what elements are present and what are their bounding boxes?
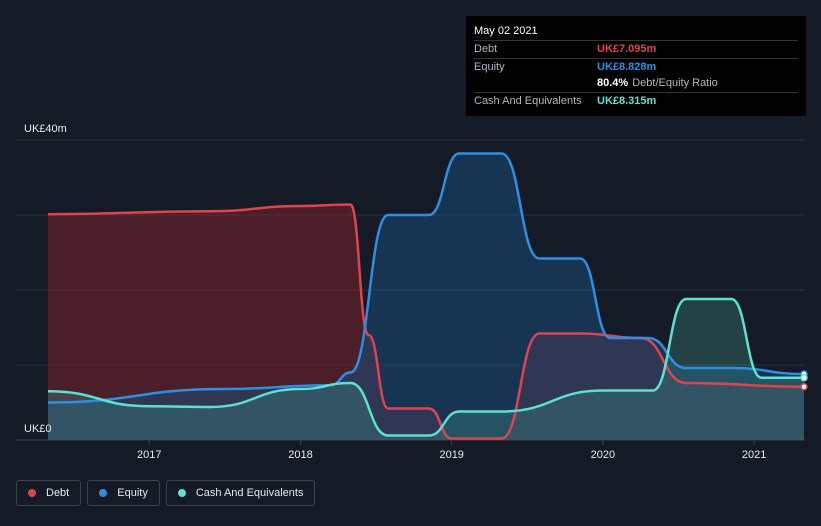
legend-label: Cash And Equivalents: [195, 487, 304, 499]
x-tick-label: 2017: [137, 449, 161, 461]
tooltip-value-equity: UK£8.828m: [597, 60, 657, 73]
ratio-value: 80.4%: [597, 77, 629, 89]
legend-dot-icon: [28, 489, 36, 497]
tooltip-row-ratio: 80.4% Debt/Equity Ratio: [474, 75, 798, 92]
tooltip-label: Debt: [474, 43, 498, 55]
legend-item-cash[interactable]: Cash And Equivalents: [165, 480, 316, 506]
x-tick-label: 2019: [439, 449, 463, 461]
legend-dot-icon: [177, 489, 186, 497]
tooltip-label: Equity: [474, 60, 505, 73]
legend-label: Equity: [117, 487, 148, 499]
legend-label: Debt: [46, 487, 70, 499]
cash-and-equivalents-line: [47, 297, 804, 437]
legend-item-debt[interactable]: Debt: [16, 480, 82, 506]
cash-and-equivalents-endpoint: [800, 374, 808, 382]
tooltip-label: Cash And Equivalents: [474, 94, 582, 107]
tooltip-value-debt: UK£7.095m: [597, 43, 657, 55]
series-lines: [47, 152, 805, 440]
tooltip-row-cash: Cash And Equivalents UK£8.315m: [474, 91, 798, 110]
tooltip-label: [474, 75, 597, 92]
legend-item-equity[interactable]: Equity: [87, 480, 160, 506]
tooltip-date: May 02 2021: [474, 25, 538, 37]
x-axis-ticks: 2017 2018 2019 2020 2021: [137, 440, 766, 461]
legend-dot-icon: [99, 489, 108, 497]
y-tick-label-max: UK£40m: [24, 123, 67, 135]
y-tick-label-zero: UK£0: [24, 423, 52, 435]
tooltip-value-ratio: 80.4% Debt/Equity Ratio: [597, 75, 718, 92]
series-areas: [48, 153, 804, 440]
ratio-label: Debt/Equity Ratio: [632, 77, 718, 89]
tooltip-value-cash: UK£8.315m: [597, 94, 657, 107]
x-tick-label: 2021: [742, 449, 766, 461]
x-tick-label: 2020: [591, 449, 615, 461]
data-tooltip: May 02 2021 Debt UK£7.095m Equity UK£8.8…: [466, 16, 806, 116]
tooltip-row-equity: Equity UK£8.828m: [474, 57, 798, 76]
x-tick-label: 2018: [288, 449, 312, 461]
debt-endpoint: [800, 383, 808, 391]
series-endpoints: [800, 370, 808, 391]
legend: Debt Equity Cash And Equivalents: [16, 480, 316, 506]
tooltip-row-debt: Debt UK£7.095m: [474, 40, 798, 58]
equity-area: [48, 153, 804, 440]
